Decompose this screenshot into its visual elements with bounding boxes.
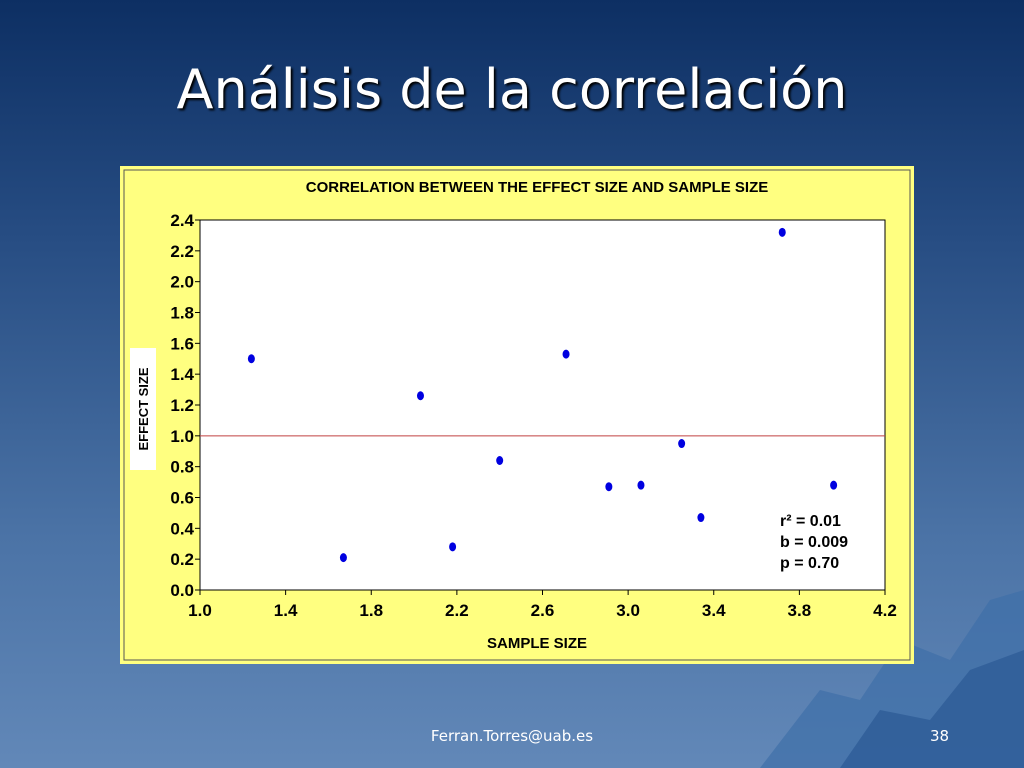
point [449,542,457,552]
point [778,227,786,237]
x-tick-label: 2.6 [531,601,555,620]
x-tick-label: 3.0 [616,601,640,620]
y-tick-label: 1.6 [170,334,194,353]
point [830,480,838,490]
x-tick-label: 3.4 [702,601,726,620]
point [416,391,424,401]
point [339,553,347,563]
x-tick-label: 2.2 [445,601,469,620]
y-tick-label: 1.0 [170,427,194,446]
y-tick-label: 1.2 [170,396,194,415]
y-tick-label: 1.4 [170,365,194,384]
point [678,439,686,449]
y-tick-label: 0.2 [170,550,194,569]
y-tick-label: 0.8 [170,458,194,477]
y-label-box [130,348,156,470]
y-tick-label: 0.4 [170,519,194,538]
x-tick-label: 4.2 [873,601,897,620]
point [697,513,705,523]
y-tick-label: 0.0 [170,581,194,600]
slide-title: Análisis de la correlación [176,58,848,121]
y-tick-label: 2.2 [170,242,194,261]
x-tick-label: 1.8 [359,601,383,620]
annotation: b = 0.009 [780,534,848,551]
footer-email: Ferran.Torres@uab.es [430,727,594,745]
point [605,482,613,492]
x-tick-label: 3.8 [788,601,812,620]
annotation: p = 0.70 [780,555,839,572]
y-tick-label: 0.6 [170,489,194,508]
chart-title: CORRELATION BETWEEN THE EFFECT SIZE AND … [306,179,769,196]
x-tick-label: 1.0 [188,601,212,620]
x-axis-label: SAMPLE SIZE [487,635,587,652]
chart-border [123,169,911,661]
point [637,480,645,490]
y-axis-label: EFFECT SIZE [136,367,151,450]
point [247,354,255,364]
annotation: r² = 0.01 [780,513,841,530]
point [562,349,570,359]
y-tick-label: 1.8 [170,304,194,323]
x-tick-label: 1.4 [274,601,298,620]
page-number: 38 [930,727,950,745]
point [496,456,504,465]
y-tick-label: 2.4 [170,211,194,230]
plot-area [199,219,886,591]
y-tick-label: 2.0 [170,273,194,292]
